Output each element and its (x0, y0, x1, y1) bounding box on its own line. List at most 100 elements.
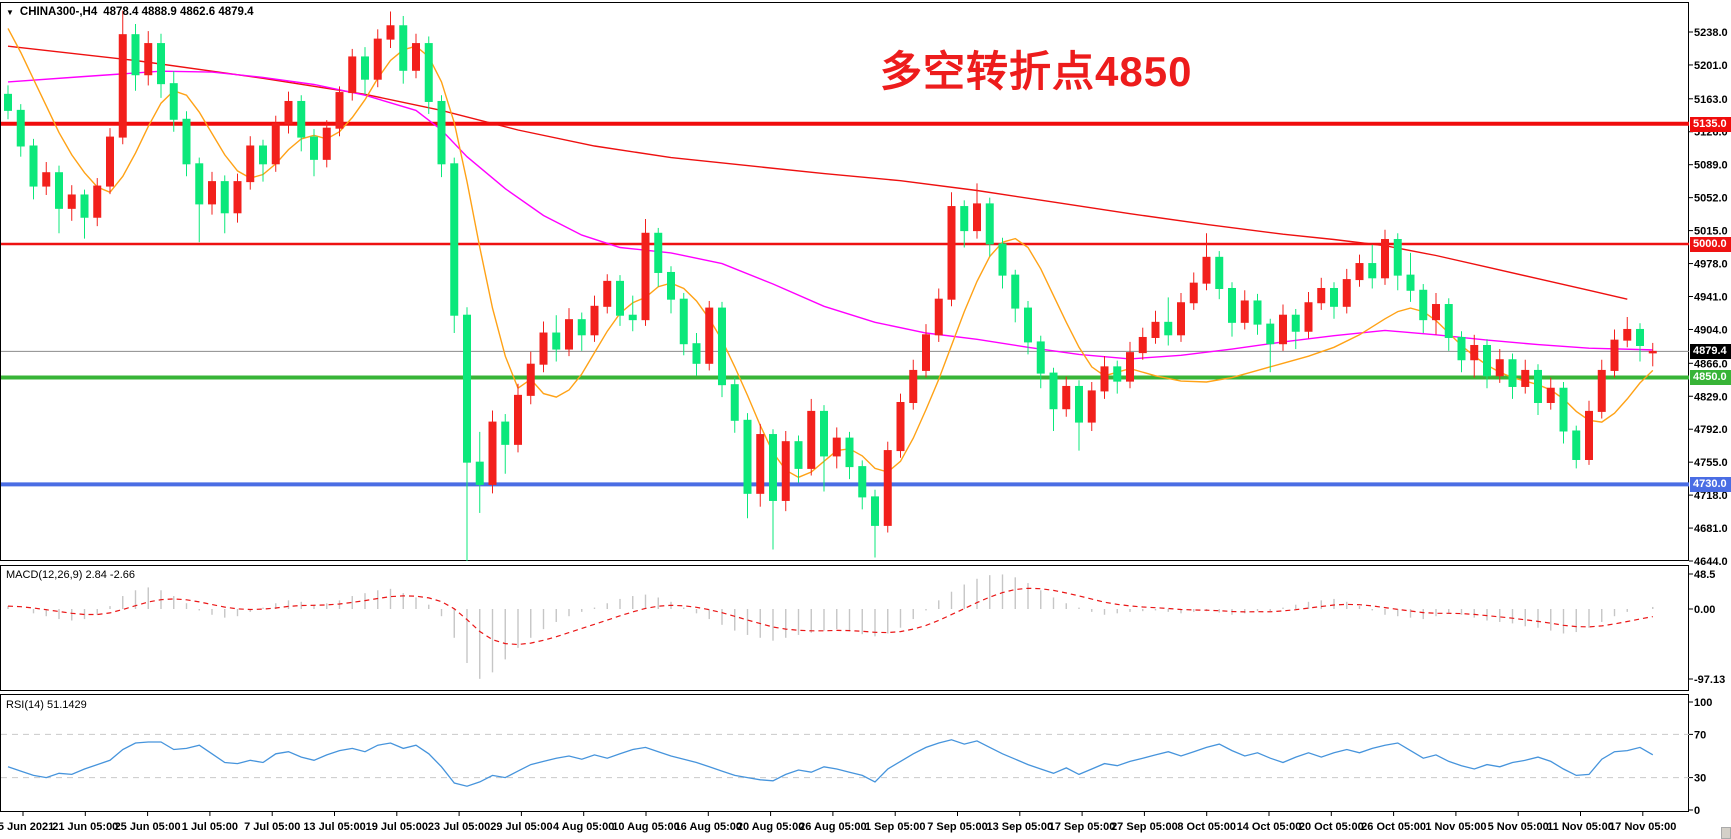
candle-body (1279, 314, 1287, 345)
candle-body (922, 334, 930, 371)
main-panel-border (0, 2, 1689, 561)
y-axis-label: 4904.0 (1694, 324, 1728, 336)
x-axis-label: 7 Sep 05:00 (927, 821, 988, 833)
candle-body (1585, 410, 1593, 460)
candle-body (1381, 239, 1389, 279)
candle-body (501, 421, 510, 445)
candle-body (412, 43, 420, 71)
level-badge-4730[interactable]: 4730.0 (1690, 477, 1731, 492)
candle-body (1432, 304, 1440, 321)
candle-body (1483, 344, 1491, 377)
candle-body (565, 319, 573, 350)
candle-body (756, 434, 765, 494)
candle-body (1100, 366, 1109, 392)
x-axis-label: 29 Jul 05:00 (490, 821, 552, 833)
candle-body (1113, 366, 1122, 382)
candle-body (1406, 274, 1415, 291)
candle-body (1317, 287, 1326, 304)
candle-body (654, 232, 663, 273)
candle-body (1215, 256, 1224, 289)
candle-body (1368, 263, 1377, 279)
candle-body (1138, 336, 1147, 354)
candle-body (1444, 304, 1453, 338)
candle-body (1011, 274, 1020, 309)
candle-body (705, 307, 714, 364)
y-axis-label: 4718.0 (1694, 490, 1728, 502)
candle-body (807, 410, 816, 469)
x-axis-label: 27 Sep 05:00 (1111, 821, 1178, 833)
y-axis-label: 5052.0 (1694, 193, 1728, 205)
rsi-panel-border (0, 694, 1689, 812)
rsi-axis-label: 100 (1694, 697, 1712, 709)
candle-body (246, 145, 255, 183)
candle-body (463, 314, 471, 463)
rsi-line (7, 739, 1654, 787)
candle-body (1597, 369, 1606, 412)
x-axis-label: 25 Jun 05:00 (115, 821, 181, 833)
y-axis-label: 5089.0 (1694, 160, 1728, 172)
x-axis-label: 16 Aug 05:00 (675, 821, 742, 833)
scrollbar-corner[interactable] (1721, 827, 1731, 839)
candle-body (335, 92, 344, 129)
macd-signal-line (7, 587, 1653, 646)
candle-body (450, 163, 459, 316)
candle-body (1240, 300, 1249, 323)
candle-body (1304, 302, 1313, 332)
y-axis-label: 4941.0 (1694, 292, 1728, 304)
y-axis-label: 4755.0 (1694, 457, 1728, 469)
candle-body (590, 305, 599, 336)
candle-body (4, 93, 12, 111)
candle-body (55, 172, 63, 209)
candle-body (1342, 279, 1351, 307)
candle-body (1202, 256, 1211, 284)
level-badge-4850[interactable]: 4850.0 (1690, 370, 1731, 385)
candle-body (475, 461, 484, 485)
candle-body (718, 307, 726, 386)
candle-body (1508, 359, 1517, 387)
candle-body (1291, 314, 1300, 332)
candle-body (322, 127, 331, 160)
candle-body (692, 343, 701, 364)
candle-body (1253, 300, 1262, 325)
y-axis-label: 4644.0 (1694, 556, 1728, 568)
candle-body (488, 421, 497, 485)
candle-body (42, 172, 51, 187)
candle-body (144, 43, 153, 76)
candle-body (1534, 369, 1542, 403)
candle-body (985, 203, 994, 245)
candle-body (16, 109, 25, 147)
candle-body (1266, 323, 1275, 345)
level-badge-5000[interactable]: 5000.0 (1690, 237, 1731, 252)
candle-body (628, 314, 637, 321)
candle-body (259, 145, 267, 165)
symbol-title: CHINA300-,H4 (19, 6, 98, 18)
candle-body (284, 100, 293, 125)
x-axis-label: 21 Jun 05:00 (52, 821, 118, 833)
candle-body (960, 206, 969, 232)
candle-body (973, 203, 981, 232)
x-axis-label: 8 Oct 05:00 (1177, 821, 1236, 833)
level-badge-5135[interactable]: 5135.0 (1690, 117, 1731, 132)
candle-body (297, 100, 306, 138)
candle-body (437, 100, 446, 165)
y-axis-label: 5201.0 (1694, 60, 1728, 72)
candle-body (106, 136, 114, 187)
macd-axis-label: 0.00 (1694, 604, 1715, 616)
candle-body (552, 332, 561, 350)
candle-body (858, 466, 867, 498)
candle-body (896, 401, 905, 452)
candle-body (131, 34, 140, 76)
candle-body (157, 43, 165, 85)
candle-body (424, 43, 433, 102)
rsi-axis-label: 30 (1694, 773, 1706, 785)
candle-body (310, 136, 318, 160)
rsi-axis-label: 70 (1694, 729, 1706, 741)
x-axis-label: 10 Aug 05:00 (612, 821, 679, 833)
candle-body (781, 441, 790, 501)
candle-body (641, 232, 650, 321)
candle-body (539, 332, 548, 365)
symbol-dropdown-icon[interactable]: ▼ (6, 7, 14, 17)
macd-indicator-label: MACD(12,26,9) 2.84 -2.66 (6, 569, 136, 581)
